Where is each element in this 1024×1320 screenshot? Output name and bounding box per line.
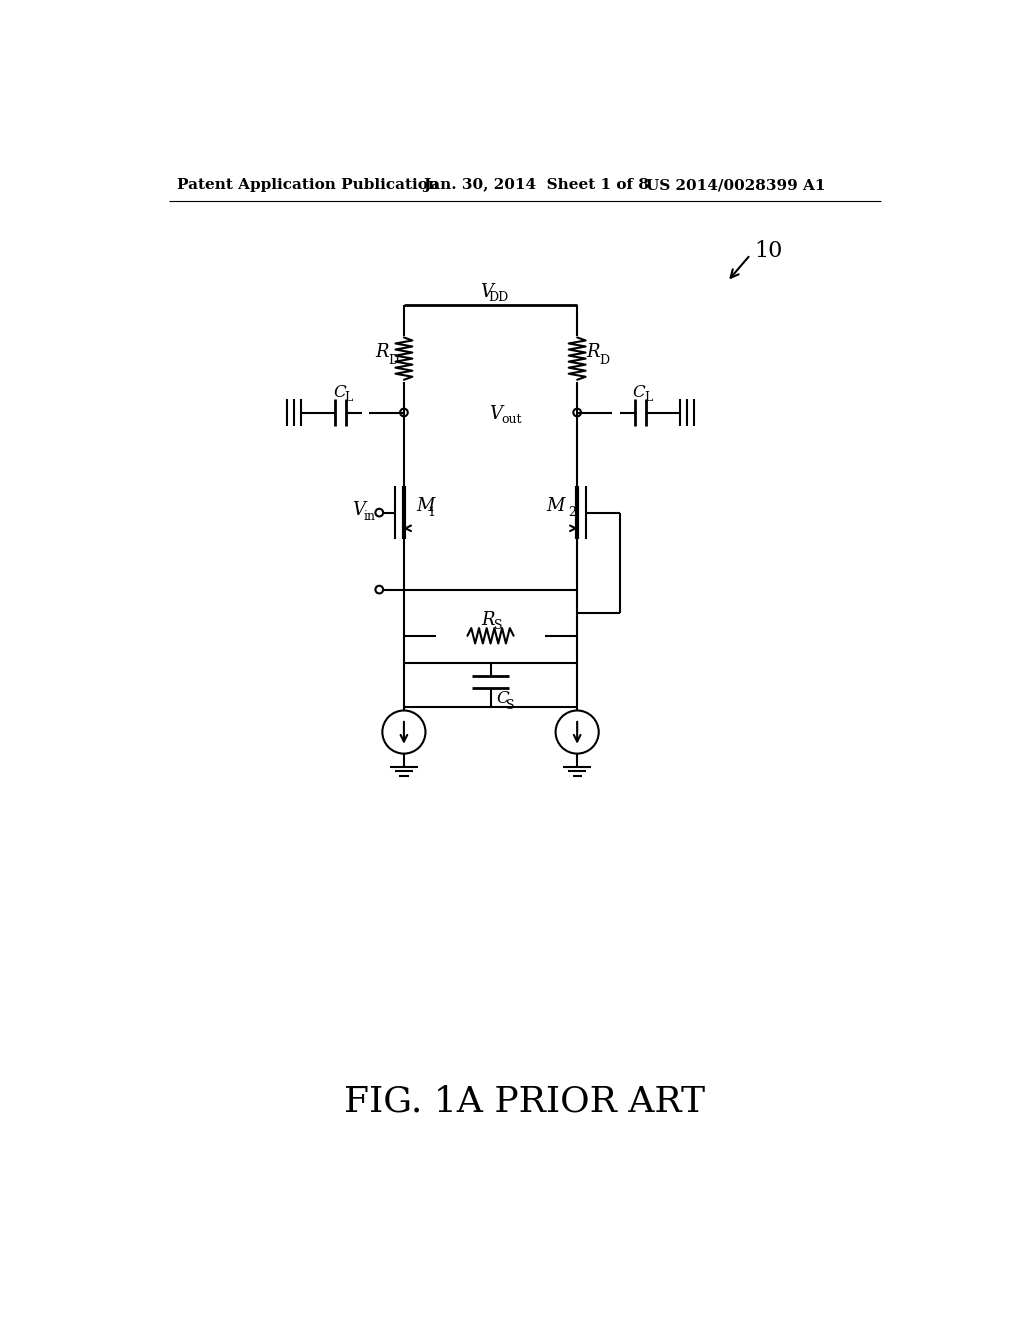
Text: R: R — [481, 611, 495, 630]
Text: in: in — [364, 510, 376, 523]
Text: M: M — [547, 498, 565, 515]
Text: S: S — [494, 619, 503, 632]
Text: M: M — [416, 498, 434, 515]
Text: V: V — [480, 284, 494, 301]
Text: DD: DD — [488, 290, 508, 304]
Text: L: L — [644, 391, 652, 404]
Text: 10: 10 — [755, 240, 782, 261]
Text: R: R — [376, 343, 389, 362]
Text: S: S — [506, 698, 514, 711]
Text: V: V — [489, 405, 502, 422]
Text: 1: 1 — [427, 506, 435, 519]
Text: US 2014/0028399 A1: US 2014/0028399 A1 — [646, 178, 826, 193]
Text: C: C — [497, 690, 510, 708]
Text: FIG. 1A PRIOR ART: FIG. 1A PRIOR ART — [344, 1085, 706, 1118]
Text: V: V — [351, 500, 365, 519]
Text: D: D — [599, 354, 609, 367]
Text: C: C — [633, 384, 645, 401]
Text: R: R — [586, 343, 599, 362]
Text: D: D — [388, 354, 398, 367]
Text: L: L — [344, 391, 352, 404]
Text: Jan. 30, 2014  Sheet 1 of 8: Jan. 30, 2014 Sheet 1 of 8 — [423, 178, 649, 193]
Text: out: out — [502, 413, 522, 426]
Text: C: C — [333, 384, 346, 401]
Text: 2: 2 — [567, 506, 575, 519]
Text: Patent Application Publication: Patent Application Publication — [177, 178, 438, 193]
